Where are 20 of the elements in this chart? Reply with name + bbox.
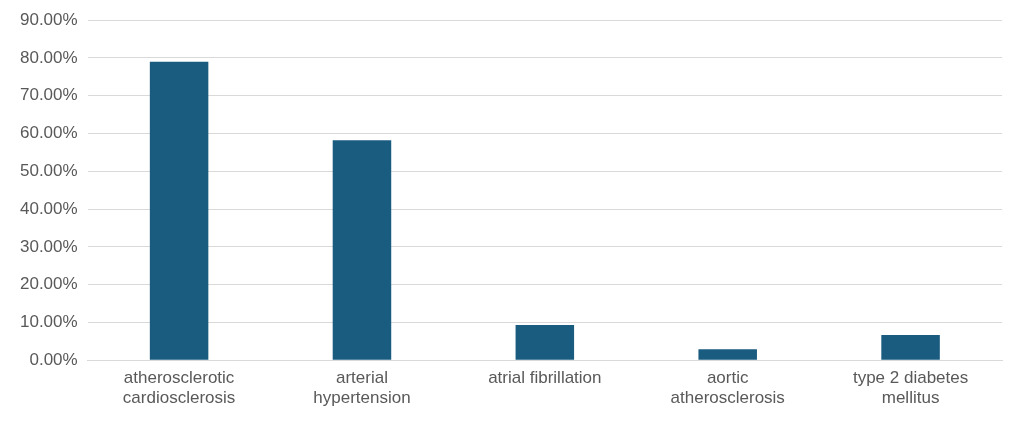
y-tick-label: 80.00% bbox=[19, 47, 78, 67]
y-tick-label: 30.00% bbox=[19, 236, 78, 256]
x-tick-label: atherosclerotic cardiosclerosis bbox=[122, 368, 236, 408]
y-tick-label: 20.00% bbox=[19, 274, 78, 294]
bar bbox=[332, 140, 392, 360]
bar bbox=[698, 349, 757, 360]
bar bbox=[149, 61, 209, 360]
y-tick-label: 60.00% bbox=[19, 123, 78, 143]
y-tick-label: 70.00% bbox=[19, 85, 78, 105]
bar bbox=[515, 325, 575, 360]
y-tick-label: 0.00% bbox=[29, 349, 78, 369]
x-tick-label: arterial hypertension bbox=[313, 368, 411, 408]
bar bbox=[881, 334, 940, 360]
x-tick-label: type 2 diabetes mellitus bbox=[852, 368, 969, 408]
y-tick-label: 40.00% bbox=[19, 198, 78, 218]
y-tick-label: 10.00% bbox=[19, 312, 78, 332]
x-tick-label: atrial fibrillation bbox=[488, 368, 602, 388]
x-tick-label: aortic atherosclerosis bbox=[670, 368, 785, 408]
y-tick-label: 90.00% bbox=[19, 9, 78, 29]
y-tick-label: 50.00% bbox=[19, 161, 78, 180]
